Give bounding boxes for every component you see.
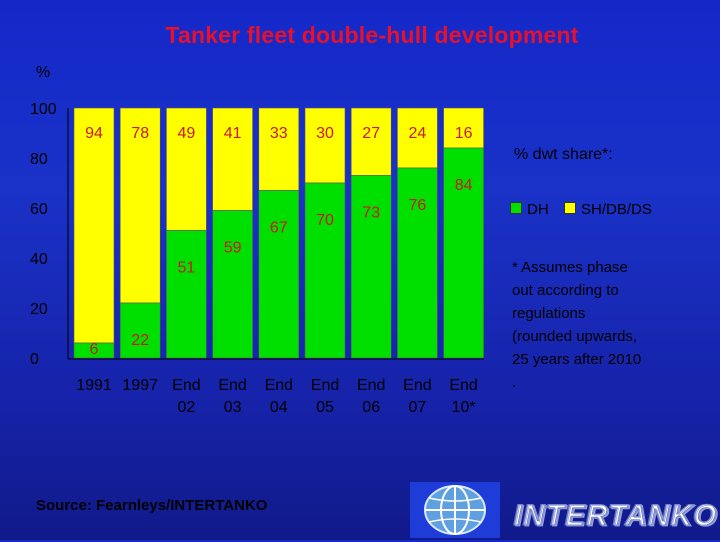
data-label-sh-db-ds: 30 [316,125,334,142]
y-tick-label: 40 [30,251,48,268]
globe-logo-icon [410,482,500,538]
bar-dh [397,167,438,359]
x-tick-label: 07 [409,399,427,416]
footnote-line: (rounded upwards, [512,328,638,345]
data-label-sh-db-ds: 16 [455,125,473,142]
y-tick-label: 80 [30,151,48,168]
x-tick-label: 06 [362,399,380,416]
bar-sh-db-ds [350,107,392,176]
bar-sh-db-ds [166,107,207,231]
data-label-dh: 70 [316,212,334,229]
bar-sh-db-ds [212,107,253,211]
data-label-sh-db-ds: 33 [270,125,288,142]
data-label-sh-db-ds: 78 [131,125,149,142]
legend-label-dh: DH [527,201,549,218]
footnote-line: . [512,374,517,391]
x-tick-label: End [218,377,246,394]
footnote: * Assumes phase out according to regulat… [512,256,702,394]
y-tick-label: 0 [30,351,39,368]
bar-dh [304,182,346,359]
x-tick-label: End [403,377,431,394]
legend-heading: % dwt share*: [514,146,613,163]
data-label-dh: 76 [409,197,427,214]
data-label-dh: 73 [362,205,380,222]
y-axis-unit-label: % [36,64,51,81]
bar-dh [166,230,207,359]
legend-label-sh-db-ds: SH/DB/DS [581,201,652,218]
bar-dh [350,175,392,359]
data-label-dh: 84 [455,177,473,194]
data-label-dh: 22 [131,332,149,349]
x-tick-label: 02 [178,399,196,416]
bar-sh-db-ds [258,107,300,191]
footnote-line: regulations [512,305,586,322]
bar-dh [119,302,161,359]
legend-item-sh-db-ds: SH/DB/DS [564,201,652,218]
legend-swatch-dh [510,202,522,214]
bar-dh [73,342,115,359]
y-tick-label: 100 [30,101,57,118]
chart-title: Tanker fleet double-hull development [165,22,579,48]
legend-swatch-sh-db-ds [564,202,576,214]
x-tick-label: 03 [224,399,242,416]
x-tick-label: End [172,377,200,394]
footnote-line: 25 years after 2010 [512,351,642,368]
data-label-dh: 51 [178,260,196,277]
footnote-line: * Assumes phase [512,259,628,276]
data-label-sh-db-ds: 41 [224,125,242,142]
bar-dh [258,190,300,359]
source-note: Source: Fearnleys/INTERTANKO [36,497,268,514]
y-tick-label: 20 [30,301,48,318]
x-tick-label: 1997 [122,377,158,394]
x-tick-label: 10* [452,399,476,416]
footnote-line: out according to [512,282,619,299]
legend-item-dh: DH [510,201,549,218]
bar-sh-db-ds [304,107,346,184]
data-label-dh: 67 [270,220,288,237]
bar-dh [212,210,253,359]
data-label-dh: 59 [224,240,242,257]
intertanko-wordmark-logo: INTERTANKO [512,494,720,534]
x-tick-label: 05 [316,399,334,416]
y-tick-label: 60 [30,201,48,218]
svg-text:INTERTANKO: INTERTANKO [514,499,718,532]
data-label-sh-db-ds: 27 [362,125,380,142]
data-label-sh-db-ds: 94 [85,125,103,142]
x-tick-label: 04 [270,399,288,416]
bar-sh-db-ds [73,107,115,344]
x-tick-label: End [449,377,477,394]
x-tick-label: End [311,377,339,394]
intertanko-wordmark-icon: INTERTANKO [514,499,718,533]
data-label-dh: 6 [90,341,99,358]
x-tick-label: End [357,377,385,394]
bar-sh-db-ds [397,107,438,169]
data-label-sh-db-ds: 49 [178,125,196,142]
x-tick-label: 1991 [76,377,112,394]
x-tick-label: End [265,377,293,394]
bar-dh [443,147,484,359]
data-label-sh-db-ds: 24 [409,125,427,142]
bar-sh-db-ds [443,107,484,149]
